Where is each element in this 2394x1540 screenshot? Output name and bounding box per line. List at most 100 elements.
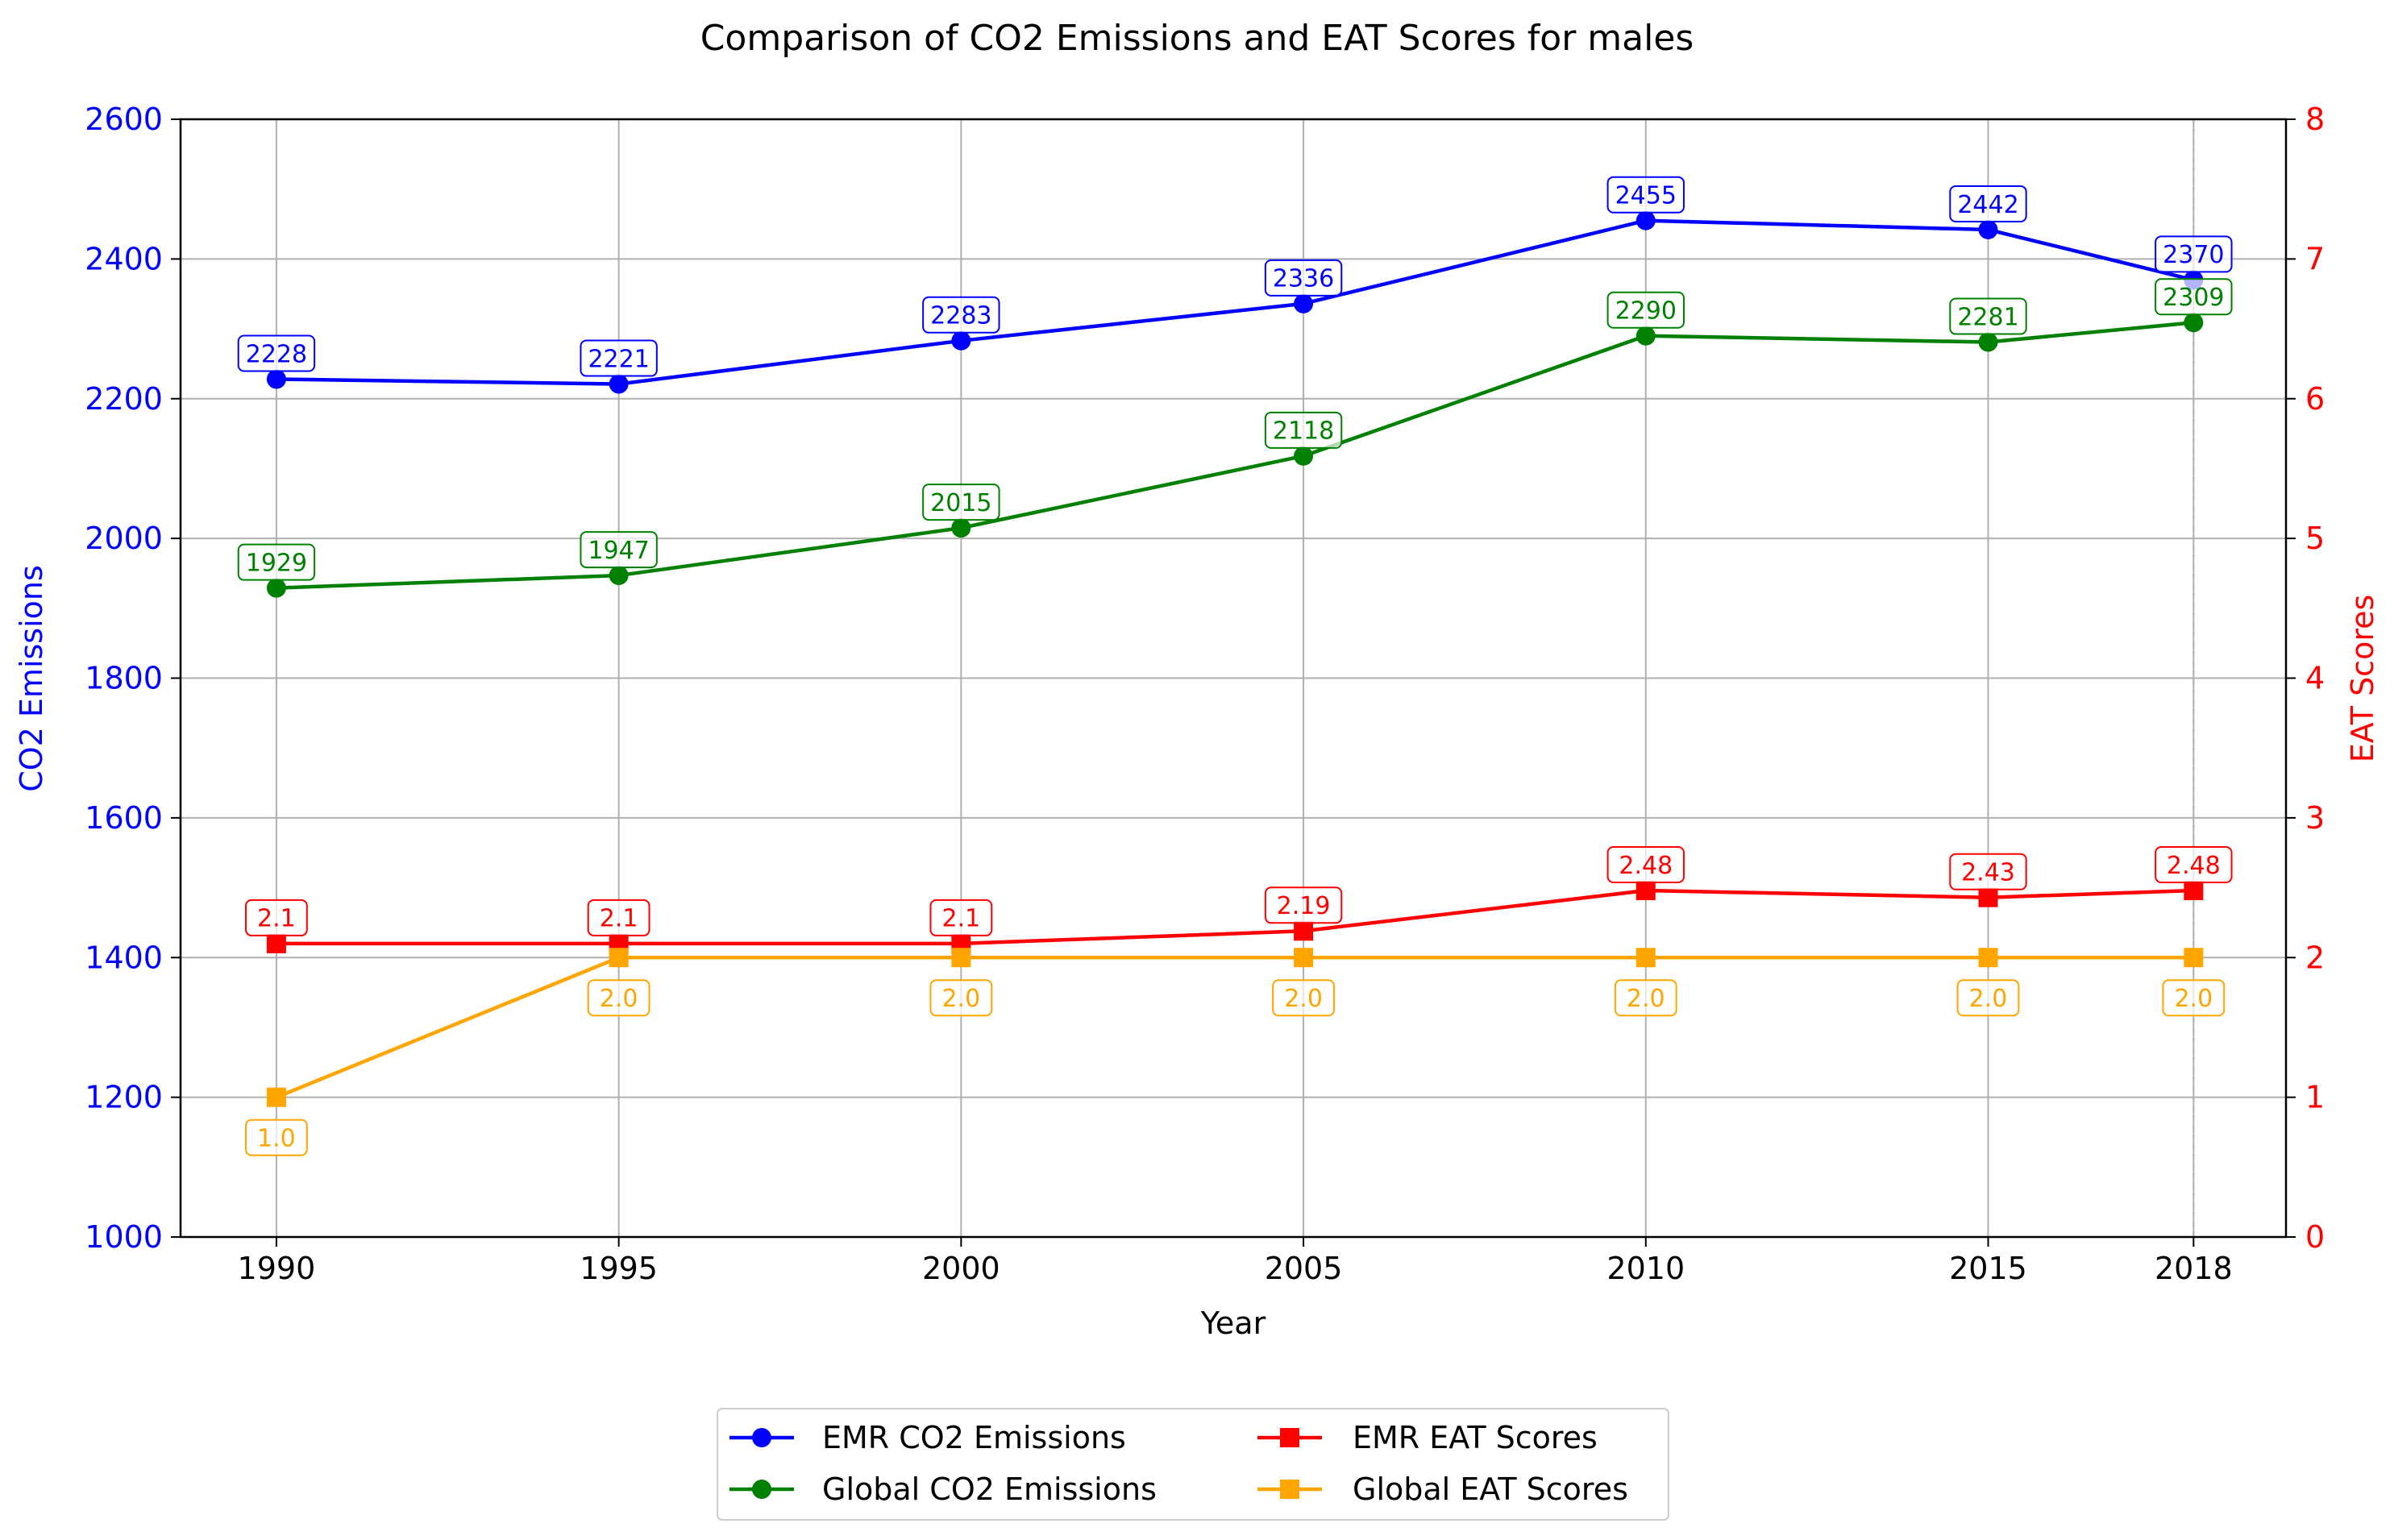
y-axis-label-right: EAT Scores: [2345, 595, 2380, 763]
data-label-box: [1949, 297, 2027, 335]
data-label: 2.48: [2167, 852, 2221, 880]
y-tick-label-left: 2200: [85, 381, 163, 417]
data-label-box: [245, 1119, 308, 1156]
data-point: [609, 374, 629, 394]
legend-item-global-eat: Global EAT Scores: [1257, 1472, 1628, 1507]
data-label-box: [929, 899, 993, 936]
data-label: 2290: [1615, 297, 1677, 326]
legend-label-emr-co2: EMR CO2 Emissions: [822, 1420, 1126, 1455]
data-label-box: [2155, 846, 2233, 884]
data-label: 2.48: [1619, 852, 1673, 880]
data-label: 2.0: [1969, 985, 2008, 1013]
data-label: 2221: [588, 345, 649, 373]
legend-label-global-co2: Global CO2 Emissions: [822, 1472, 1157, 1507]
legend-marker-global-co2: [752, 1480, 771, 1499]
data-point: [1635, 210, 1656, 230]
data-point: [1978, 948, 1998, 968]
y-tick-label-right: 7: [2305, 241, 2325, 276]
data-label: 2455: [1615, 181, 1677, 210]
legend-frame: [717, 1408, 1669, 1521]
data-label-box: [1606, 291, 1685, 329]
data-label-box: [1272, 979, 1335, 1017]
legend-marker-emr-eat: [1280, 1428, 1299, 1447]
data-point: [1635, 881, 1656, 901]
axes-layer: 1990 1995 2000 2005 2010 2015 2018100012001400…: [85, 102, 2325, 1286]
data-label-box: [1264, 259, 1343, 297]
data-label-box: [237, 334, 316, 372]
data-label: 2.0: [941, 985, 980, 1013]
data-point: [1294, 446, 1314, 466]
x-tick-label: 1995: [580, 1251, 658, 1286]
data-label: 2.19: [1277, 892, 1331, 920]
data-label-box: [1264, 886, 1343, 924]
legend: EMR CO2 Emissions Global CO2 Emissions E…: [717, 1408, 1669, 1521]
data-label-box: [245, 899, 308, 936]
data-point: [266, 369, 286, 389]
legend-marker-global-eat: [1280, 1480, 1299, 1499]
data-point: [1294, 948, 1314, 968]
data-label: 1.0: [257, 1124, 296, 1152]
data-point: [609, 948, 629, 968]
data-label-box: [1264, 411, 1343, 449]
data-point: [1978, 219, 1998, 239]
data-label-box: [1956, 979, 2020, 1017]
legend-marker-emr-co2: [752, 1428, 771, 1447]
y-tick-label-left: 2600: [85, 102, 163, 137]
data-label-box: [2155, 235, 2233, 273]
data-label: 2.0: [1284, 985, 1323, 1013]
data-point: [1294, 293, 1314, 313]
data-label-box: [2162, 979, 2226, 1017]
data-label-box: [922, 484, 1000, 521]
data-label: 2.43: [1961, 858, 2015, 886]
data-label-box: [1606, 846, 1685, 884]
y-tick-label-left: 2400: [85, 241, 163, 276]
legend-label-global-eat: Global EAT Scores: [1353, 1472, 1628, 1507]
data-point: [1978, 887, 1998, 907]
data-label-box: [2155, 278, 2233, 316]
data-label: 2015: [930, 489, 991, 517]
data-label: 2370: [2163, 241, 2224, 269]
y-tick-label-right: 6: [2305, 381, 2325, 417]
data-label-box: [929, 979, 993, 1017]
data-label: 2.1: [600, 905, 638, 933]
labels-layer: 2228 2221 2283 2336 2455 2442 2370 1929 1947 2015…: [237, 176, 2233, 1156]
data-label: 2118: [1273, 417, 1334, 446]
y-tick-label-right: 5: [2305, 521, 2325, 556]
data-point: [951, 330, 971, 351]
y-tick-label-right: 0: [2305, 1219, 2325, 1255]
data-point: [266, 933, 286, 953]
x-tick-label: 2010: [1606, 1251, 1685, 1286]
data-point: [609, 566, 629, 586]
y-tick-label-left: 1000: [85, 1219, 163, 1255]
legend-label-emr-eat: EMR EAT Scores: [1353, 1420, 1598, 1455]
data-label: 2228: [246, 340, 307, 368]
data-label: 2.0: [1627, 985, 1665, 1013]
data-label-box: [580, 339, 658, 377]
data-label-box: [587, 979, 650, 1017]
data-point: [951, 948, 971, 968]
y-tick-label-right: 3: [2305, 800, 2325, 836]
y-tick-label-right: 8: [2305, 102, 2325, 137]
data-label-box: [1614, 979, 1677, 1017]
data-point: [1294, 921, 1314, 941]
legend-item-emr-eat: EMR EAT Scores: [1257, 1420, 1598, 1455]
legend-item-global-co2: Global CO2 Emissions: [729, 1472, 1157, 1507]
y-tick-label-right: 2: [2305, 940, 2325, 975]
chart-title: Comparison of CO2 Emissions and EAT Scor…: [700, 18, 1694, 59]
data-label: 2.0: [2174, 985, 2213, 1013]
data-point: [1635, 948, 1656, 968]
data-point: [2184, 313, 2204, 333]
data-label-box: [237, 543, 316, 581]
x-tick-label: 2005: [1265, 1251, 1343, 1286]
series-layer: [266, 210, 2204, 1107]
data-label: 2283: [930, 302, 991, 330]
x-tick-label: 2015: [1949, 1251, 2027, 1286]
y-tick-label-left: 1400: [85, 940, 163, 975]
data-point: [266, 578, 286, 598]
y-tick-label-left: 2000: [85, 521, 163, 556]
x-tick-label: 2018: [2155, 1251, 2233, 1286]
data-label: 2.0: [600, 985, 638, 1013]
x-axis-label: Year: [1200, 1305, 1266, 1341]
data-point: [2184, 881, 2204, 901]
